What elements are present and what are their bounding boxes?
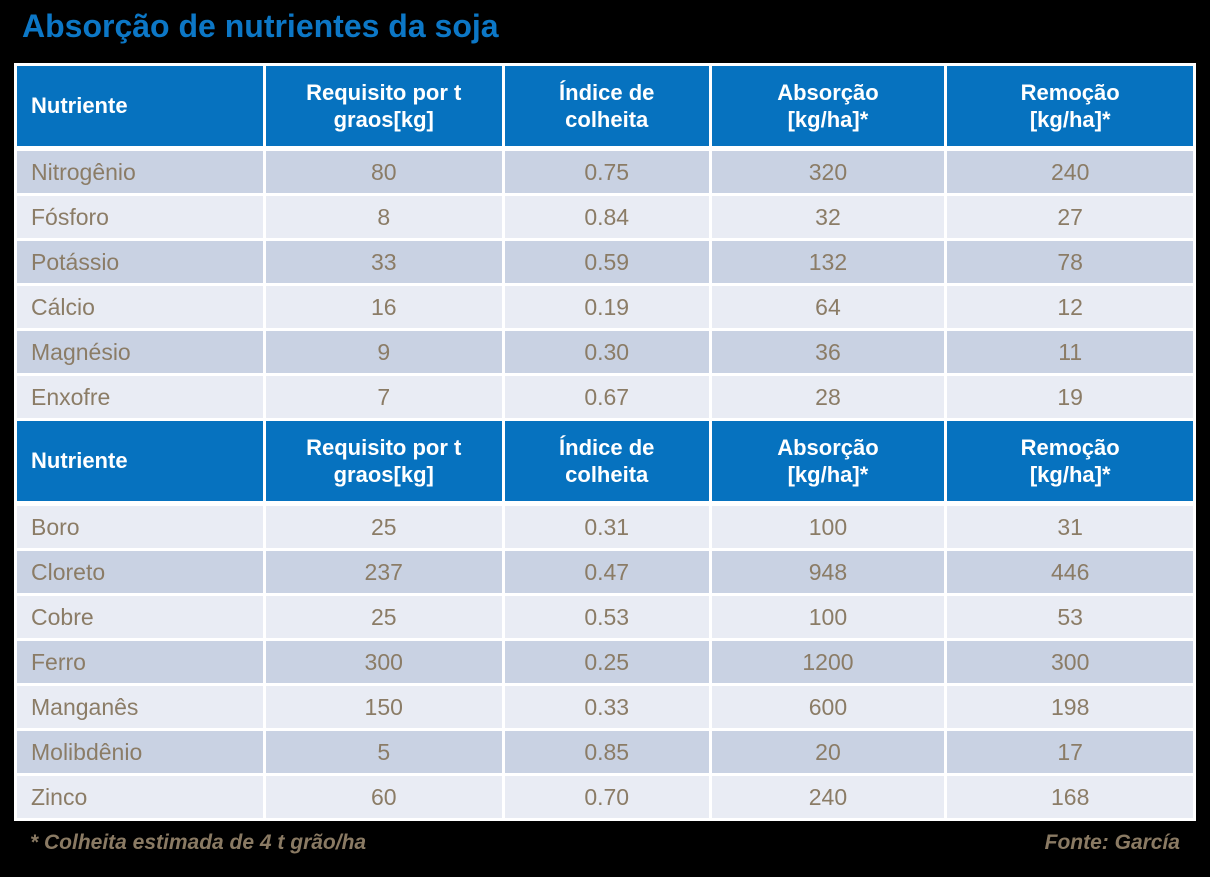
value-cell: 0.33: [504, 686, 709, 728]
value-cell: 64: [711, 286, 945, 328]
value-cell: 300: [947, 641, 1193, 683]
nutrient-name-cell: Enxofre: [17, 376, 263, 418]
value-cell: 100: [711, 596, 945, 638]
value-cell: 1200: [711, 641, 945, 683]
header-row: Nutriente Requisito por t graos[kg] Índice…: [17, 66, 1193, 148]
value-cell: 32: [711, 196, 945, 238]
nutrient-name-cell: Cloreto: [17, 551, 263, 593]
table-row: Cloreto 237 0.47 948 446: [17, 551, 1193, 593]
value-cell: 948: [711, 551, 945, 593]
value-cell: 33: [265, 241, 502, 283]
table-row: Cálcio 16 0.19 64 12: [17, 286, 1193, 328]
nutrient-name-cell: Ferro: [17, 641, 263, 683]
header-cell: Remoção [kg/ha]*: [947, 421, 1193, 503]
value-cell: 600: [711, 686, 945, 728]
header-cell: Nutriente: [17, 66, 263, 148]
table-row: Molibdênio 5 0.85 20 17: [17, 731, 1193, 773]
value-cell: 8: [265, 196, 502, 238]
nutrient-name-cell: Potássio: [17, 241, 263, 283]
nutrient-name-cell: Zinco: [17, 776, 263, 818]
table-row: Manganês 150 0.33 600 198: [17, 686, 1193, 728]
source-credit: Fonte: García: [1044, 831, 1180, 854]
value-cell: 9: [265, 331, 502, 373]
table-row: Magnésio 9 0.30 36 11: [17, 331, 1193, 373]
table-row: Ferro 300 0.25 1200 300: [17, 641, 1193, 683]
table-row: Fósforo 8 0.84 32 27: [17, 196, 1193, 238]
header-cell: Índice de colheita: [504, 66, 709, 148]
value-cell: 0.85: [504, 731, 709, 773]
value-cell: 25: [265, 506, 502, 548]
nutrient-name-cell: Fósforo: [17, 196, 263, 238]
nutrient-name-cell: Boro: [17, 506, 263, 548]
value-cell: 0.53: [504, 596, 709, 638]
value-cell: 7: [265, 376, 502, 418]
value-cell: 0.84: [504, 196, 709, 238]
value-cell: 100: [711, 506, 945, 548]
page-title: Absorção de nutrientes da soja: [22, 8, 499, 44]
footer: * Colheita estimada de 4 t grão/ha Fonte…: [30, 831, 1180, 855]
value-cell: 132: [711, 241, 945, 283]
value-cell: 25: [265, 596, 502, 638]
header-cell: Absorção [kg/ha]*: [711, 421, 945, 503]
value-cell: 0.75: [504, 151, 709, 193]
table-row: Enxofre 7 0.67 28 19: [17, 376, 1193, 418]
value-cell: 5: [265, 731, 502, 773]
header-cell: Requisito por t graos[kg]: [265, 66, 502, 148]
value-cell: 12: [947, 286, 1193, 328]
value-cell: 0.59: [504, 241, 709, 283]
nutrient-table: Nutriente Requisito por t graos[kg] Índice…: [14, 63, 1196, 821]
header-cell: Requisito por t graos[kg]: [265, 421, 502, 503]
value-cell: 0.67: [504, 376, 709, 418]
table-row: Potássio 33 0.59 132 78: [17, 241, 1193, 283]
nutrient-name-cell: Cobre: [17, 596, 263, 638]
nutrient-name-cell: Magnésio: [17, 331, 263, 373]
nutrient-name-cell: Cálcio: [17, 286, 263, 328]
value-cell: 446: [947, 551, 1193, 593]
value-cell: 0.25: [504, 641, 709, 683]
nutrient-name-cell: Nitrogênio: [17, 151, 263, 193]
value-cell: 300: [265, 641, 502, 683]
value-cell: 0.19: [504, 286, 709, 328]
table-row: Cobre 25 0.53 100 53: [17, 596, 1193, 638]
value-cell: 19: [947, 376, 1193, 418]
value-cell: 150: [265, 686, 502, 728]
value-cell: 320: [711, 151, 945, 193]
value-cell: 0.31: [504, 506, 709, 548]
value-cell: 17: [947, 731, 1193, 773]
value-cell: 240: [947, 151, 1193, 193]
header-row: Nutriente Requisito por t graos[kg] Índice…: [17, 421, 1193, 503]
header-cell: Nutriente: [17, 421, 263, 503]
value-cell: 237: [265, 551, 502, 593]
value-cell: 27: [947, 196, 1193, 238]
nutrient-name-cell: Manganês: [17, 686, 263, 728]
value-cell: 31: [947, 506, 1193, 548]
table-row: Zinco 60 0.70 240 168: [17, 776, 1193, 818]
value-cell: 36: [711, 331, 945, 373]
value-cell: 28: [711, 376, 945, 418]
header-cell: Índice de colheita: [504, 421, 709, 503]
value-cell: 168: [947, 776, 1193, 818]
value-cell: 0.70: [504, 776, 709, 818]
value-cell: 0.30: [504, 331, 709, 373]
value-cell: 11: [947, 331, 1193, 373]
value-cell: 78: [947, 241, 1193, 283]
value-cell: 80: [265, 151, 502, 193]
value-cell: 60: [265, 776, 502, 818]
value-cell: 53: [947, 596, 1193, 638]
nutrient-name-cell: Molibdênio: [17, 731, 263, 773]
table-row: Nitrogênio 80 0.75 320 240: [17, 151, 1193, 193]
value-cell: 0.47: [504, 551, 709, 593]
header-cell: Remoção [kg/ha]*: [947, 66, 1193, 148]
footnote: * Colheita estimada de 4 t grão/ha: [30, 831, 367, 854]
value-cell: 240: [711, 776, 945, 818]
value-cell: 198: [947, 686, 1193, 728]
header-cell: Absorção [kg/ha]*: [711, 66, 945, 148]
table-row: Boro 25 0.31 100 31: [17, 506, 1193, 548]
value-cell: 20: [711, 731, 945, 773]
value-cell: 16: [265, 286, 502, 328]
